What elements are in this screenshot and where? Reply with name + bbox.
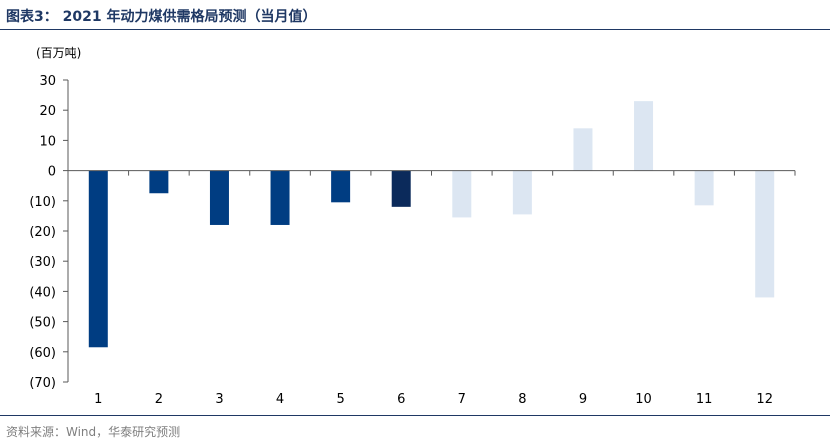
y-tick-label: (20) (29, 225, 56, 240)
y-tick-label: 0 (48, 165, 56, 180)
bar (88, 170, 108, 348)
x-tick-label: 2 (155, 392, 163, 407)
x-tick-label: 4 (276, 392, 284, 407)
y-tick-label: (30) (29, 255, 56, 270)
x-tick-label: 10 (635, 392, 652, 407)
bar-chart: (百万吨) 30 20 10 0 (10) (20) (30) (40) (50) (60) (70)… (29, 46, 796, 407)
y-tick-label: 20 (39, 104, 56, 119)
y-tick-label: (50) (29, 316, 56, 331)
bar (209, 170, 229, 225)
x-tick-label: 8 (518, 392, 526, 407)
chart-title: 图表3： 2021 年动力煤供需格局预测（当月值） (6, 9, 317, 25)
x-tick-label: 3 (215, 392, 223, 407)
y-tick-label: (40) (29, 285, 56, 300)
x-tick-label: 9 (579, 392, 587, 407)
bar (452, 170, 472, 218)
chart-area: (百万吨) 30 20 10 0 (10) (20) (30) (40) (50) (60) (70)… (0, 30, 830, 415)
y-unit-label: (百万吨) (36, 46, 81, 60)
x-tick-label: 5 (336, 392, 344, 407)
bar (391, 170, 411, 207)
x-tick-label: 12 (756, 392, 773, 407)
y-tick-label: 30 (39, 74, 56, 89)
footer: 资料来源：Wind，华泰研究预测 (0, 415, 830, 445)
bar (331, 170, 351, 203)
x-tick-label: 11 (696, 392, 713, 407)
bar (634, 101, 654, 171)
bar (512, 170, 532, 215)
title-bar: 图表3： 2021 年动力煤供需格局预测（当月值） (0, 0, 830, 30)
bar (755, 170, 775, 298)
x-tick-label: 7 (458, 392, 466, 407)
source-note: 资料来源：Wind，华泰研究预测 (6, 425, 181, 439)
bar (149, 170, 169, 194)
y-tick-label: (10) (29, 195, 56, 210)
y-tick-label: (70) (29, 376, 56, 391)
y-tick-label: 10 (39, 134, 56, 149)
x-tick-label: 1 (94, 392, 102, 407)
bar (573, 128, 593, 171)
bar (694, 170, 714, 206)
bar (270, 170, 290, 225)
x-tick-label: 6 (397, 392, 405, 407)
y-tick-label: (60) (29, 346, 56, 361)
